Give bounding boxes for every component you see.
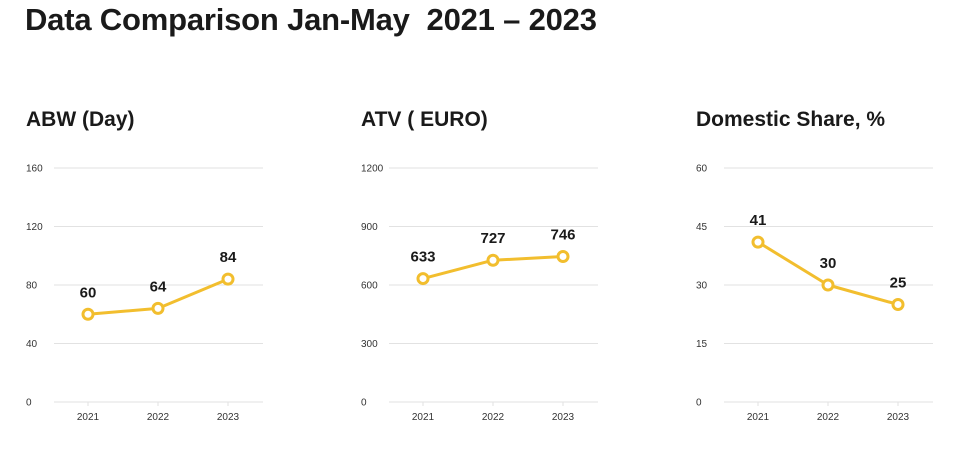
x-tick-label: 2023 (217, 412, 240, 423)
chart-plot: 0 40 80 120 160 2021 2022 2023 60 64 84 (26, 164, 263, 423)
y-tick-label: 60 (696, 164, 708, 175)
data-label: 727 (480, 230, 505, 247)
data-point (821, 278, 835, 292)
x-tick-label: 2022 (147, 412, 170, 423)
data-point (556, 250, 570, 264)
y-tick-label: 0 (26, 398, 32, 409)
y-tick-label: 900 (361, 222, 378, 233)
y-tick-label: 45 (696, 222, 708, 233)
gridlines (389, 167, 598, 403)
y-tick-label: 600 (361, 281, 378, 292)
y-tick-label: 160 (26, 164, 43, 175)
page-title: Data Comparison Jan-May 2021 – 2023 (25, 2, 597, 37)
x-tick-label: 2023 (887, 412, 910, 423)
x-tick-label: 2021 (747, 412, 770, 423)
data-label: 633 (410, 249, 435, 266)
data-label: 84 (220, 249, 237, 266)
chart-plot: 0 300 600 900 1200 2021 2022 2023 633 727 746 (361, 164, 598, 423)
data-point (81, 307, 95, 321)
data-point (486, 253, 500, 267)
x-tick-label: 2021 (77, 412, 100, 423)
y-tick-label: 0 (696, 398, 702, 409)
series-line (757, 240, 899, 306)
data-point (751, 235, 765, 249)
y-tick-label: 40 (26, 339, 38, 350)
y-tick-label: 1200 (361, 164, 384, 175)
y-tick-label: 120 (26, 222, 43, 233)
data-label: 60 (80, 284, 97, 301)
data-point (221, 272, 235, 286)
chart-title: Domestic Share, % (696, 108, 886, 131)
data-label: 746 (550, 227, 575, 244)
chart-domestic-share: Domestic Share, % 0 15 30 45 60 2021 2022 2023 4… (696, 100, 962, 440)
x-tick-label: 2022 (482, 412, 505, 423)
y-tick-label: 0 (361, 398, 367, 409)
chart-atv: ATV ( EURO) 0 300 600 900 1200 2021 2022 2023 63… (361, 100, 661, 440)
data-label: 25 (890, 275, 907, 292)
data-point (416, 272, 430, 286)
y-tick-label: 15 (696, 339, 708, 350)
data-point (151, 301, 165, 315)
y-tick-label: 80 (26, 281, 38, 292)
x-tick-label: 2021 (412, 412, 435, 423)
chart-abw: ABW (Day) 0 40 80 120 160 2021 2022 2023 60 64 84 (26, 100, 326, 440)
data-point (891, 298, 905, 311)
data-label: 30 (820, 255, 837, 272)
chart-title: ATV ( EURO) (361, 108, 488, 131)
chart-title: ABW (Day) (26, 108, 135, 131)
data-label: 41 (750, 212, 767, 229)
y-tick-label: 300 (361, 339, 378, 350)
data-label: 64 (150, 278, 167, 295)
chart-plot: 0 15 30 45 60 2021 2022 2023 41 30 25 (696, 164, 933, 423)
y-tick-label: 30 (696, 281, 708, 292)
x-tick-label: 2022 (817, 412, 840, 423)
x-tick-label: 2023 (552, 412, 575, 423)
